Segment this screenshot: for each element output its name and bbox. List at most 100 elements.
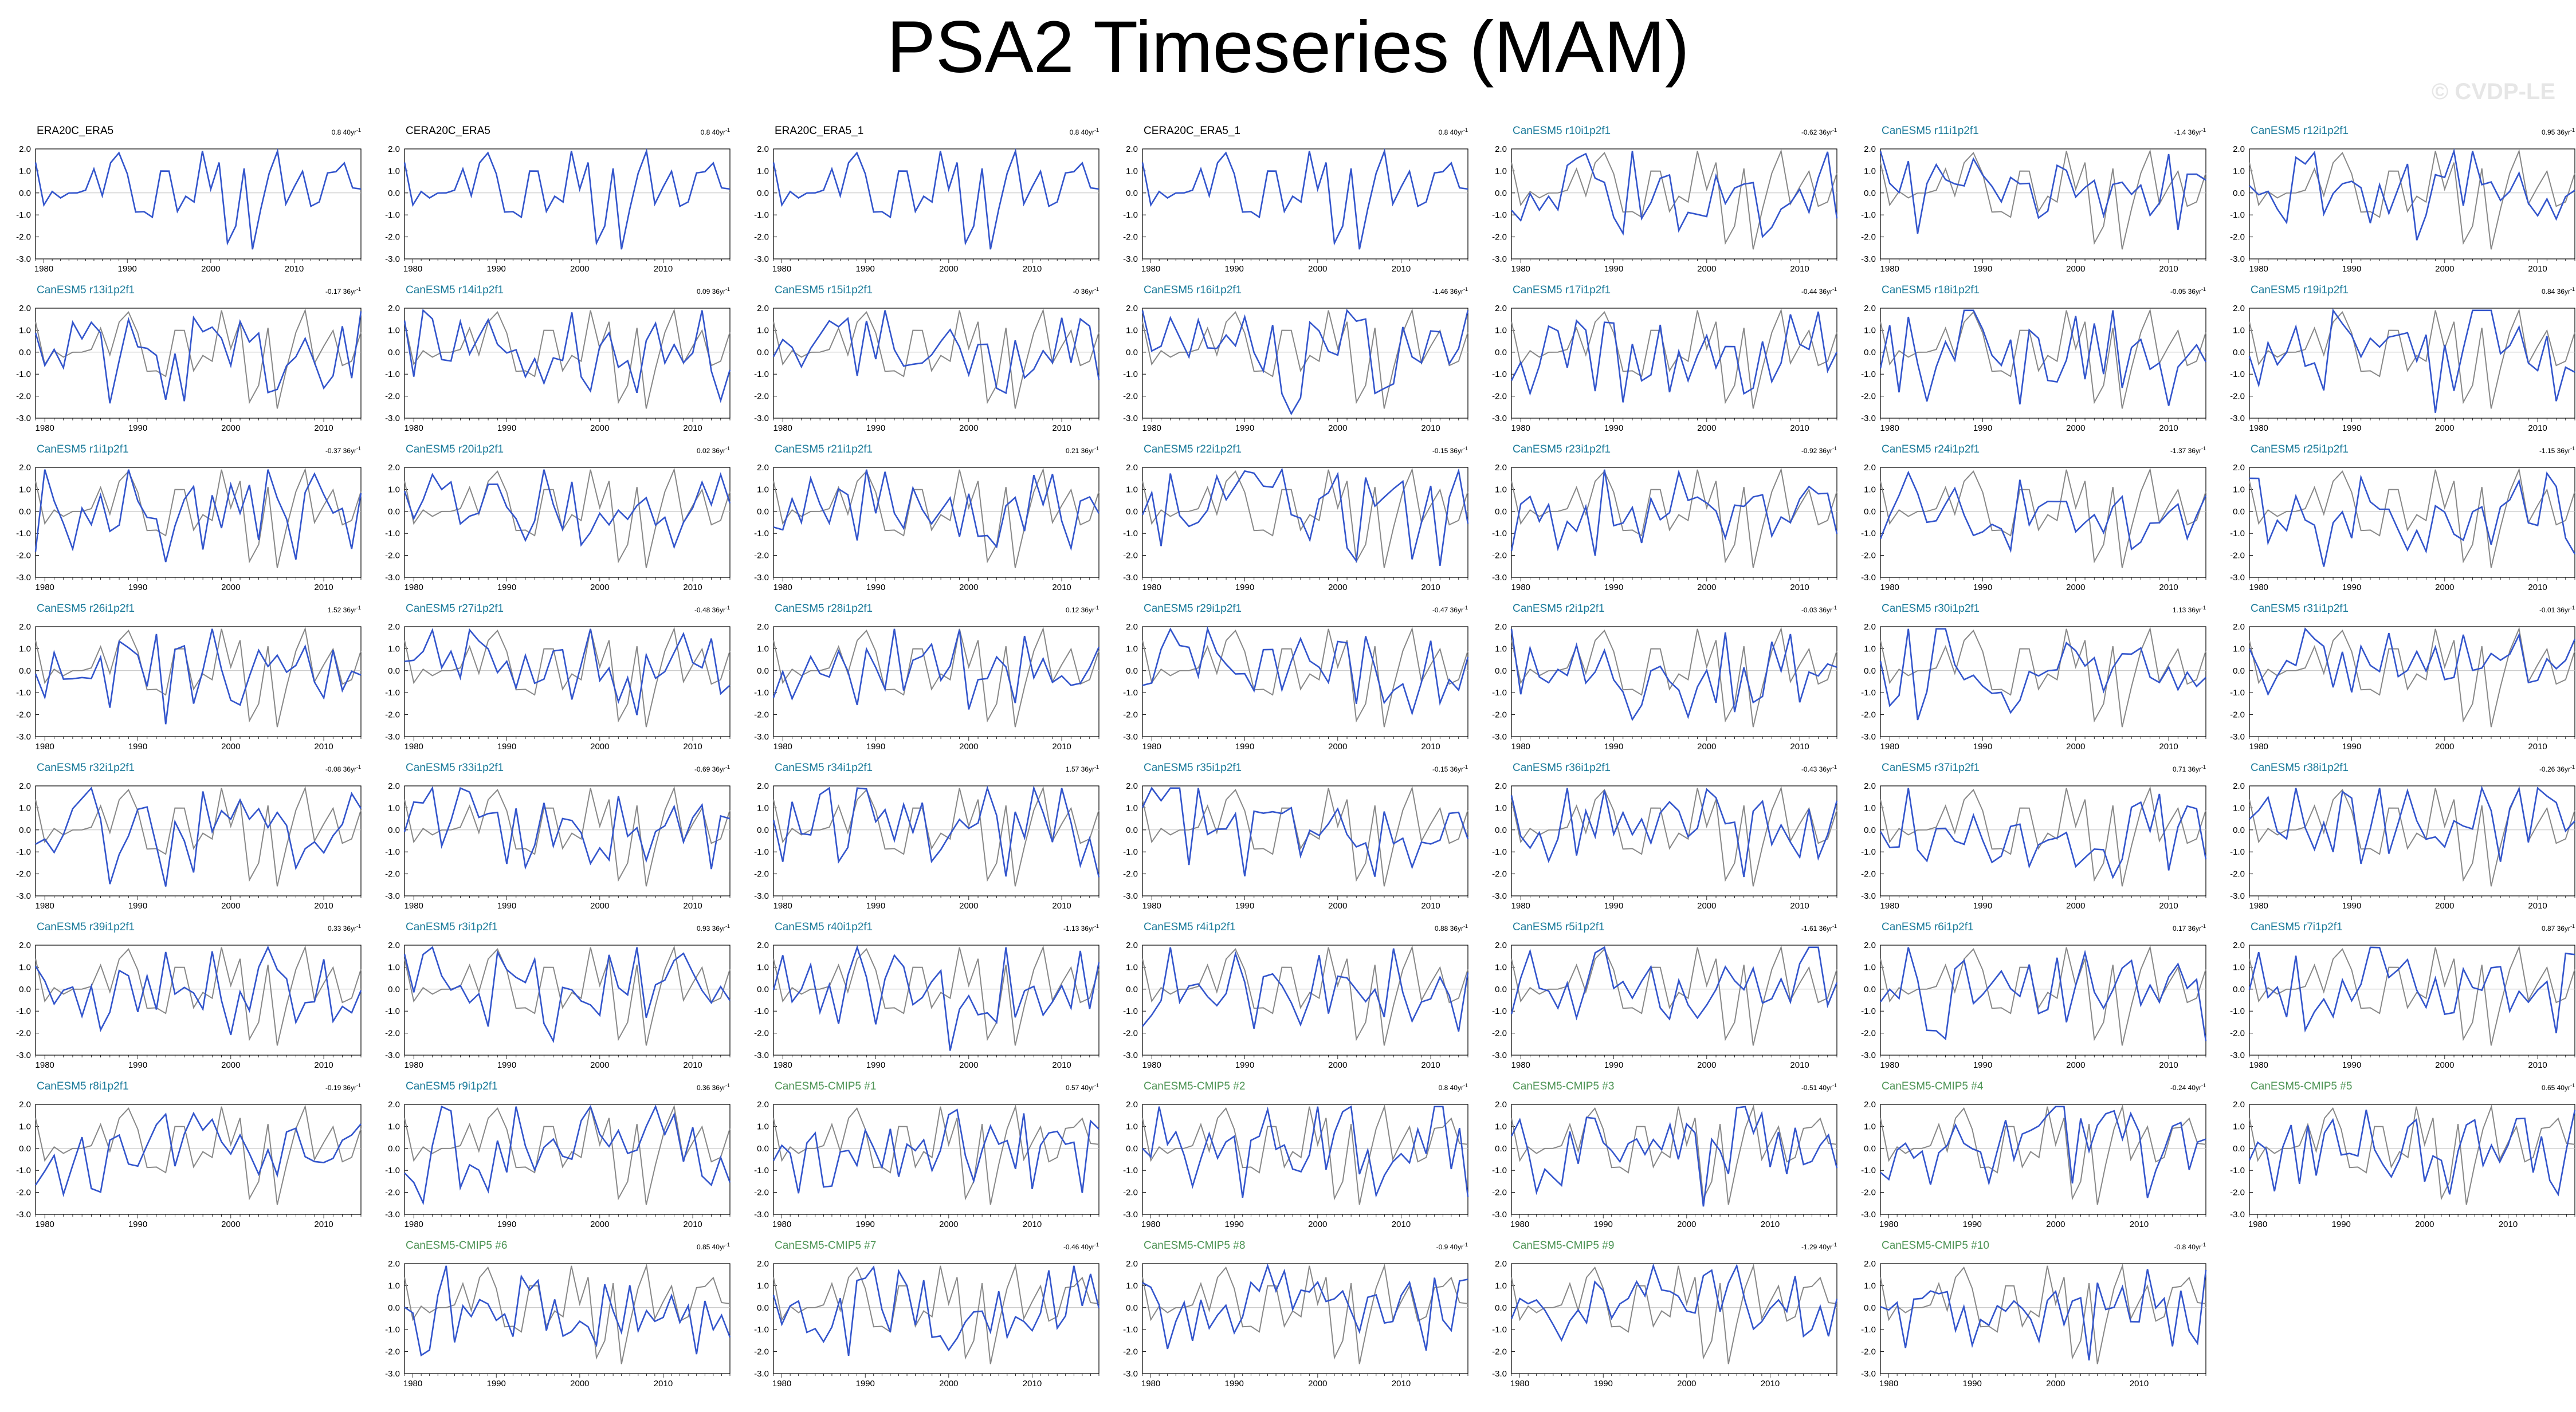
x-tick-label: 2000: [2435, 583, 2454, 592]
panel-trend: -1.4 36yr-1: [2174, 127, 2206, 136]
plot-frame: [1142, 626, 1468, 737]
reference-series-line: [1880, 1263, 2206, 1364]
timeseries-panel: CanESM5 r38i1p2f1 -0.26 36yr-1 2.0 1.0 0.0 -1…: [2215, 757, 2576, 911]
panel-label: CanESM5 r31i1p2f1: [2251, 603, 2349, 615]
x-tick-label: 1990: [497, 583, 516, 592]
y-tick-label: -3.0: [2230, 732, 2245, 742]
y-tick-label: 0.0: [19, 1144, 31, 1154]
y-tick-label: -2.0: [1861, 392, 1876, 402]
trend-unit: 36yr: [2555, 765, 2570, 773]
y-tick-label: 1.0: [1864, 1281, 1876, 1291]
timeseries-panel: CanESM5 r40i1p2f1 -1.13 36yr-1 2.0 1.0 0.0 -1…: [739, 917, 1106, 1070]
y-tick-label: -2.0: [385, 1347, 400, 1357]
y-tick-label: 2.0: [1864, 622, 1876, 632]
pc-series-line: [1879, 947, 2207, 1041]
x-tick-label: 1990: [1604, 901, 1623, 911]
y-tick-label: -1.0: [2230, 688, 2245, 698]
x-tick-label: 2000: [2066, 901, 2085, 911]
y-tick-label: -1.0: [1123, 210, 1138, 220]
y-tick-label: -2.0: [16, 551, 31, 561]
x-tick-label: 1980: [2248, 1220, 2267, 1229]
y-tick-label: -2.0: [16, 233, 31, 242]
x-tick-label: 1980: [36, 1060, 54, 1070]
trend-value: -0.9: [1436, 1243, 1448, 1251]
trend-unit: 36yr: [1817, 606, 1832, 614]
y-tick-label: 0.0: [1864, 348, 1876, 357]
panel-label: CanESM5-CMIP5 #3: [1513, 1080, 1615, 1092]
y-tick-label: 2.0: [1864, 144, 1876, 154]
y-tick-label: -2.0: [385, 1188, 400, 1198]
panel-trend: 0.8 40yr-1: [700, 127, 730, 136]
y-tick-label: 2.0: [388, 463, 400, 473]
x-tick-label: 2010: [1790, 1060, 1809, 1070]
x-tick-label: 1980: [36, 583, 54, 592]
panel-trend: 1.13 36yr-1: [2172, 605, 2206, 614]
pc-series-line: [34, 148, 362, 250]
trend-value: -0.15: [1432, 765, 1448, 773]
x-tick-label: 2010: [683, 742, 702, 752]
reference-series-line: [404, 627, 731, 727]
pc-series-line: [34, 1111, 362, 1197]
y-tick-label: -3.0: [754, 414, 769, 423]
pc-series-line: [34, 628, 362, 725]
x-tick-label: 1980: [2249, 423, 2268, 433]
x-tick-label: 2010: [1052, 423, 1071, 433]
x-tick-label: 2010: [1790, 742, 1809, 752]
y-tick-label: -3.0: [1861, 891, 1876, 901]
x-tick-label: 1980: [1141, 1220, 1160, 1229]
plot-frame: [35, 626, 362, 737]
trend-value: 1.52: [327, 606, 341, 614]
y-tick-label: 0.0: [1495, 666, 1507, 676]
x-tick-label: 2000: [221, 742, 240, 752]
y-tick-label: 2.0: [2233, 781, 2245, 791]
y-tick-label: 0.0: [388, 985, 400, 994]
timeseries-panel: CanESM5 r36i1p2f1 -0.43 36yr-1 2.0 1.0 0.0 -1…: [1477, 757, 1844, 911]
x-tick-label: 2010: [683, 901, 702, 911]
x-tick-label: 1980: [1880, 1060, 1899, 1070]
y-tick-label: -2.0: [2230, 551, 2245, 561]
panel-trend: -0.51 40yr-1: [1801, 1083, 1837, 1092]
timeseries-panel: CanESM5 r5i1p2f1 -1.61 36yr-1 2.0 1.0 0.0 -1.…: [1477, 917, 1844, 1070]
trend-unit: 36yr: [1079, 925, 1094, 933]
trend-unit: 36yr: [710, 925, 725, 933]
plot-frame: [1142, 1104, 1468, 1215]
reference-series-line: [1142, 945, 1468, 1046]
pc-series-line: [1879, 788, 2207, 879]
y-tick-label: 0.0: [1495, 348, 1507, 357]
trend-value: -0.17: [325, 288, 341, 296]
x-tick-label: 1980: [1142, 742, 1161, 752]
y-tick-label: 0.0: [1864, 188, 1876, 198]
trend-value: 1.57: [1065, 765, 1079, 773]
timeseries-panel: CanESM5 r23i1p2f1 -0.92 36yr-1 2.0 1.0 0.0 -1…: [1477, 439, 1844, 592]
x-tick-label: 1980: [1142, 583, 1161, 592]
y-tick-label: -1.0: [1123, 1166, 1138, 1175]
y-tick-label: 0.0: [1126, 507, 1138, 517]
y-tick-label: -3.0: [385, 1210, 400, 1220]
y-tick-label: 1.0: [1495, 166, 1507, 176]
timeseries-panel: CanESM5 r8i1p2f1 -0.19 36yr-1 2.0 1.0 0.0 -1.…: [1, 1076, 368, 1229]
panel-trend: 0.88 36yr-1: [1434, 923, 1468, 933]
trend-value: -0.05: [2170, 288, 2186, 296]
x-tick-label: 2000: [201, 264, 220, 274]
panel-trend: -0.37 36yr-1: [325, 446, 361, 455]
trend-value: -0.48: [694, 606, 710, 614]
y-tick-label: 1.0: [2233, 325, 2245, 335]
x-tick-label: 2000: [2066, 742, 2085, 752]
timeseries-panel: CanESM5 r29i1p2f1 -0.47 36yr-1 2.0 1.0 0.0 -1…: [1108, 598, 1475, 752]
y-tick-label: -1.0: [754, 1166, 769, 1175]
timeseries-panel: CanESM5-CMIP5 #2 0.8 40yr-1 2.0 1.0 0.0 -1.0 -…: [1108, 1076, 1475, 1229]
y-tick-label: 1.0: [1495, 1122, 1507, 1131]
x-tick-label: 1990: [866, 901, 885, 911]
y-tick-label: -3.0: [754, 1051, 769, 1060]
y-tick-label: 1.0: [1495, 803, 1507, 813]
pc-series-line: [1141, 148, 1468, 250]
y-tick-label: -3.0: [16, 732, 31, 742]
timeseries-panel: CanESM5-CMIP5 #9 -1.29 40yr-1 2.0 1.0 0.0 -1.…: [1477, 1235, 1844, 1389]
timeseries-panel: CanESM5 r30i1p2f1 1.13 36yr-1 2.0 1.0 0.0 -1.…: [1846, 598, 2213, 752]
reference-series-line: [404, 1263, 731, 1364]
